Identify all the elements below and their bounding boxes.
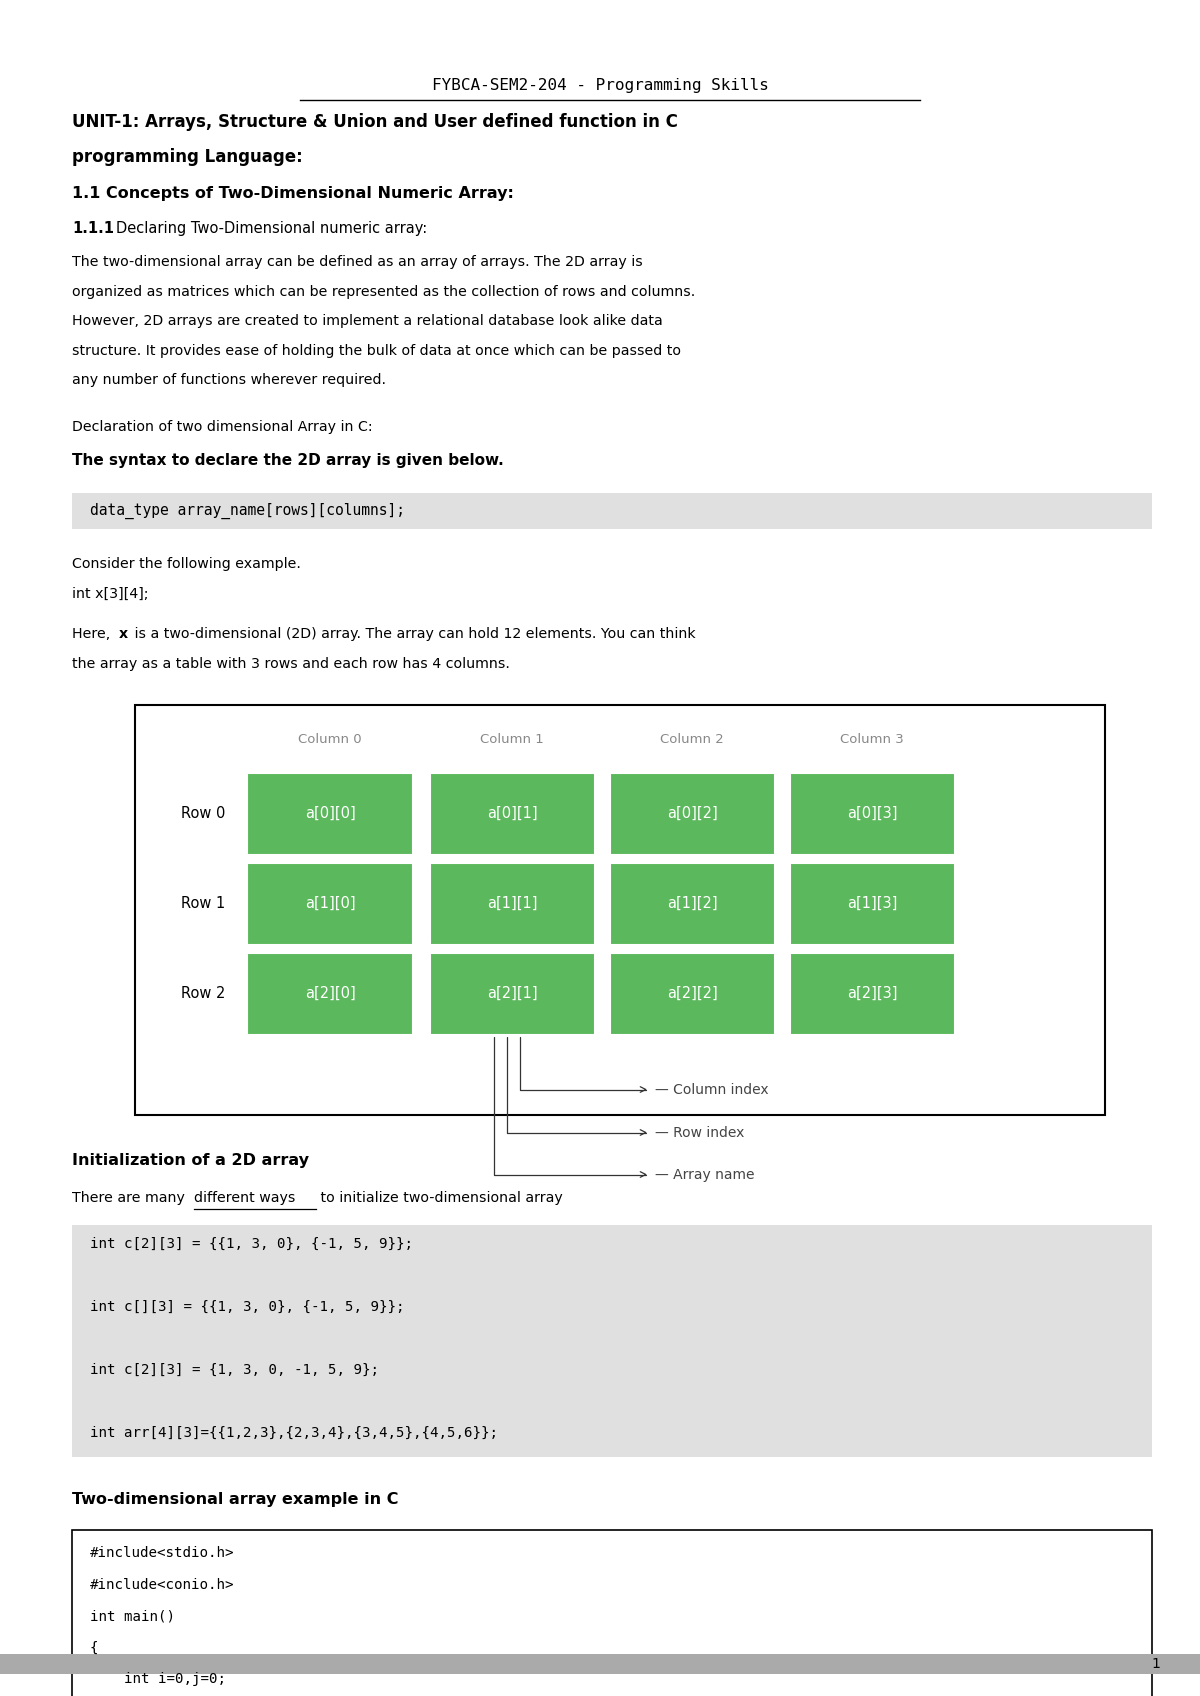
Text: Column 2: Column 2 xyxy=(660,733,724,746)
Text: a[2][2]: a[2][2] xyxy=(667,985,718,1001)
Text: to initialize two-dimensional array: to initialize two-dimensional array xyxy=(316,1191,563,1204)
Text: a[0][1]: a[0][1] xyxy=(487,806,538,821)
Text: a[1][3]: a[1][3] xyxy=(847,895,898,911)
Text: a[1][0]: a[1][0] xyxy=(305,895,355,911)
Bar xyxy=(430,863,594,945)
Text: Initialization of a 2D array: Initialization of a 2D array xyxy=(72,1153,310,1167)
Text: int x[3][4];: int x[3][4]; xyxy=(72,587,149,600)
Text: int i=0,j=0;: int i=0,j=0; xyxy=(90,1672,226,1686)
Text: Here,: Here, xyxy=(72,626,115,641)
Text: The syntax to declare the 2D array is given below.: The syntax to declare the 2D array is gi… xyxy=(72,453,504,468)
Text: Consider the following example.: Consider the following example. xyxy=(72,556,301,570)
Text: int main(): int main() xyxy=(90,1610,175,1623)
Text: — Row index: — Row index xyxy=(655,1126,744,1140)
Text: — Column index: — Column index xyxy=(655,1082,769,1097)
Text: organized as matrices which can be represented as the collection of rows and col: organized as matrices which can be repre… xyxy=(72,285,695,298)
Text: Column 1: Column 1 xyxy=(480,733,544,746)
Text: — Array name: — Array name xyxy=(655,1167,755,1182)
Text: However, 2D arrays are created to implement a relational database look alike dat: However, 2D arrays are created to implem… xyxy=(72,314,662,327)
Text: 1.1.1: 1.1.1 xyxy=(72,220,114,236)
Text: the array as a table with 3 rows and each row has 4 columns.: the array as a table with 3 rows and eac… xyxy=(72,656,510,670)
Text: Column 0: Column 0 xyxy=(298,733,362,746)
Bar xyxy=(247,863,413,945)
Text: Row 1: Row 1 xyxy=(181,895,226,911)
Text: int c[][3] = {{1, 3, 0}, {-1, 5, 9}};: int c[][3] = {{1, 3, 0}, {-1, 5, 9}}; xyxy=(90,1299,404,1313)
Text: The two-dimensional array can be defined as an array of arrays. The 2D array is: The two-dimensional array can be defined… xyxy=(72,254,643,270)
Text: a[2][1]: a[2][1] xyxy=(487,985,538,1001)
Bar xyxy=(790,772,954,855)
Text: x: x xyxy=(119,626,128,641)
Text: a[1][1]: a[1][1] xyxy=(487,895,538,911)
Text: Declaring Two-Dimensional numeric array:: Declaring Two-Dimensional numeric array: xyxy=(116,220,427,236)
Bar xyxy=(247,772,413,855)
Bar xyxy=(72,1225,1152,1457)
Text: {: { xyxy=(90,1640,98,1655)
Text: any number of functions wherever required.: any number of functions wherever require… xyxy=(72,373,386,387)
Text: 1: 1 xyxy=(1151,1657,1160,1671)
Bar xyxy=(72,492,1152,529)
Text: a[2][0]: a[2][0] xyxy=(305,985,355,1001)
Bar xyxy=(0,1654,1200,1674)
Text: Row 2: Row 2 xyxy=(181,985,226,1001)
Bar xyxy=(790,863,954,945)
Text: a[1][2]: a[1][2] xyxy=(667,895,718,911)
Text: Two-dimensional array example in C: Two-dimensional array example in C xyxy=(72,1492,398,1508)
Text: Row 0: Row 0 xyxy=(181,806,226,821)
Text: data_type array_name[rows][columns];: data_type array_name[rows][columns]; xyxy=(90,502,406,519)
Text: There are many: There are many xyxy=(72,1191,190,1204)
Text: a[2][3]: a[2][3] xyxy=(847,985,898,1001)
Bar xyxy=(430,772,594,855)
Text: structure. It provides ease of holding the bulk of data at once which can be pas: structure. It provides ease of holding t… xyxy=(72,344,682,358)
Text: int c[2][3] = {1, 3, 0, -1, 5, 9};: int c[2][3] = {1, 3, 0, -1, 5, 9}; xyxy=(90,1362,379,1377)
Text: #include<conio.h>: #include<conio.h> xyxy=(90,1577,234,1591)
Text: different ways: different ways xyxy=(194,1191,295,1204)
Bar xyxy=(72,1530,1152,1696)
Bar xyxy=(610,863,774,945)
Bar xyxy=(790,953,954,1035)
Text: int arr[4][3]={{1,2,3},{2,3,4},{3,4,5},{4,5,6}};: int arr[4][3]={{1,2,3},{2,3,4},{3,4,5},{… xyxy=(90,1426,498,1440)
Text: is a two-dimensional (2D) array. The array can hold 12 elements. You can think: is a two-dimensional (2D) array. The arr… xyxy=(130,626,696,641)
Text: a[0][0]: a[0][0] xyxy=(305,806,355,821)
Text: programming Language:: programming Language: xyxy=(72,148,302,166)
Text: Declaration of two dimensional Array in C:: Declaration of two dimensional Array in … xyxy=(72,421,373,434)
Text: a[0][3]: a[0][3] xyxy=(847,806,898,821)
Bar xyxy=(610,953,774,1035)
Text: Column 3: Column 3 xyxy=(840,733,904,746)
Text: int c[2][3] = {{1, 3, 0}, {-1, 5, 9}};: int c[2][3] = {{1, 3, 0}, {-1, 5, 9}}; xyxy=(90,1236,413,1250)
Bar xyxy=(134,704,1105,1114)
Bar xyxy=(610,772,774,855)
Bar xyxy=(247,953,413,1035)
Text: 1.1 Concepts of Two-Dimensional Numeric Array:: 1.1 Concepts of Two-Dimensional Numeric … xyxy=(72,187,514,202)
Text: a[0][2]: a[0][2] xyxy=(667,806,718,821)
Text: FYBCA-SEM2-204 - Programming Skills: FYBCA-SEM2-204 - Programming Skills xyxy=(432,78,768,93)
Text: UNIT-1: Arrays, Structure & Union and User defined function in C: UNIT-1: Arrays, Structure & Union and Us… xyxy=(72,114,678,131)
Bar xyxy=(430,953,594,1035)
Text: #include<stdio.h>: #include<stdio.h> xyxy=(90,1547,234,1560)
